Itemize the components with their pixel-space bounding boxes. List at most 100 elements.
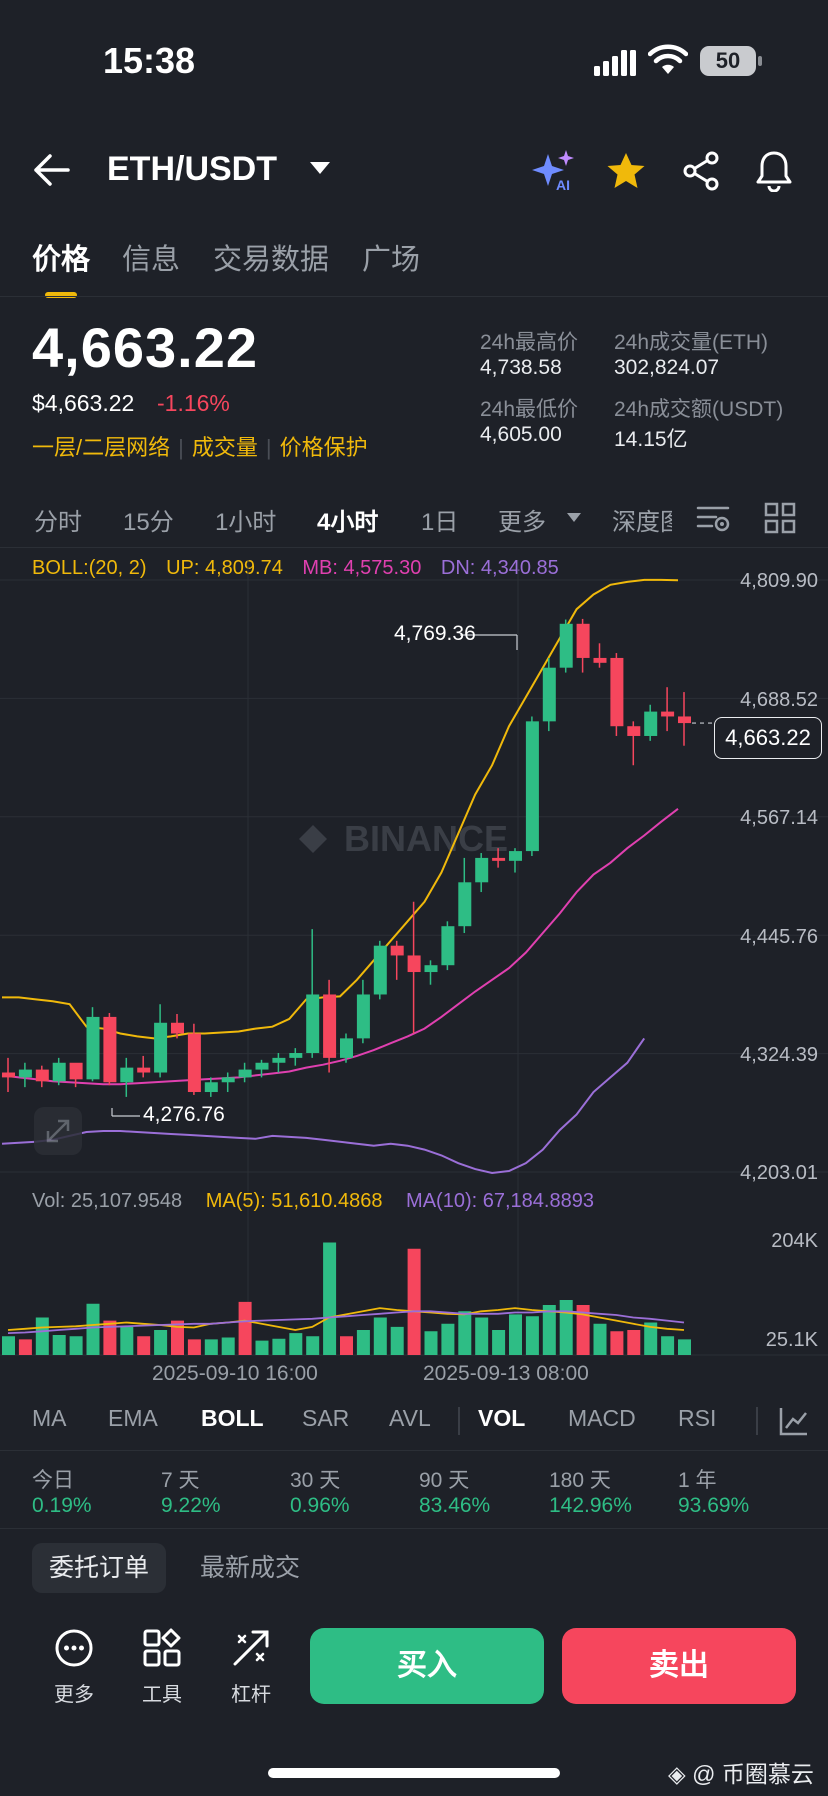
volume-eth-24h-label: 24h成交量(ETH) <box>614 331 769 354</box>
buy-button[interactable]: 买入 <box>310 1628 544 1704</box>
low-24h-value: 4,605.00 <box>480 423 562 446</box>
tab-square[interactable]: 广场 <box>362 244 421 276</box>
indicator-boll[interactable]: BOLL <box>201 1405 264 1431</box>
status-time: 15:38 <box>103 40 196 81</box>
boll-middle-line <box>1 808 679 1086</box>
cellular-signal-icon <box>594 50 636 76</box>
indicator-avl[interactable]: AVL <box>389 1405 431 1431</box>
candle-body <box>204 1082 218 1093</box>
tab-open-orders[interactable]: 委托订单 <box>32 1543 166 1593</box>
volume-bar <box>255 1340 269 1355</box>
indicator-ema[interactable]: EMA <box>108 1405 158 1431</box>
tag-volume[interactable]: 成交量 <box>191 435 258 460</box>
layout-grid-icon[interactable] <box>764 502 796 534</box>
candle-body <box>69 1062 83 1080</box>
candle-body <box>18 1069 32 1078</box>
interval-15m[interactable]: 15分 <box>123 509 174 536</box>
expand-chart-button[interactable] <box>34 1107 82 1155</box>
interval-1h[interactable]: 1小时 <box>215 509 277 536</box>
pair-title[interactable]: ETH/USDT <box>107 150 277 188</box>
volume-bar <box>306 1336 320 1355</box>
favorite-star-icon[interactable] <box>606 152 646 190</box>
candle-body <box>458 882 472 927</box>
volume-bar <box>678 1339 691 1355</box>
indicator-chart-icon[interactable] <box>778 1405 810 1437</box>
sell-button[interactable]: 卖出 <box>562 1628 796 1704</box>
indicator-macd[interactable]: MACD <box>568 1405 636 1431</box>
volume-y-label: 25.1K <box>765 1329 818 1351</box>
battery-tip <box>758 56 762 66</box>
volume-bar <box>576 1305 590 1355</box>
volume-ma5: MA(5): 51,610.4868 <box>205 1190 383 1212</box>
candle-body <box>238 1069 252 1078</box>
candle-body <box>373 945 387 995</box>
tools-label[interactable]: 工具 <box>142 1684 182 1706</box>
tag-price-protection[interactable]: 价格保护 <box>279 435 368 460</box>
volume-bar <box>272 1338 286 1355</box>
indicator-vol[interactable]: VOL <box>478 1405 526 1431</box>
leverage-label[interactable]: 杠杆 <box>231 1684 271 1706</box>
notification-bell-icon[interactable] <box>756 150 792 192</box>
tab-trading-data[interactable]: 交易数据 <box>213 244 330 276</box>
boll-lower-line <box>1 1037 646 1175</box>
volume-bar <box>18 1339 32 1355</box>
volume-bar <box>627 1330 641 1355</box>
battery-icon: 50 <box>700 46 756 76</box>
volume-bar <box>661 1336 675 1355</box>
indicator-divider-line <box>0 1450 828 1451</box>
candle-body <box>356 994 370 1039</box>
volume-bar <box>340 1336 353 1355</box>
candle-body <box>306 994 320 1054</box>
candlestick-chart[interactable]: BINANCE <box>0 560 828 1390</box>
interval-time-share[interactable]: 分时 <box>34 509 82 536</box>
more-label[interactable]: 更多 <box>54 1684 94 1706</box>
volume-bar <box>610 1331 624 1355</box>
y-tick-label: 4,445.76 <box>740 926 818 948</box>
interval-depth[interactable]: 深度图 <box>612 509 672 536</box>
y-tick-label: 4,203.01 <box>740 1162 818 1184</box>
tab-price[interactable]: 价格 <box>32 244 91 276</box>
volume-bar <box>2 1336 15 1355</box>
volume-ma10: MA(10): 67,184.8893 <box>406 1190 594 1212</box>
volume-ma5-line <box>7 1307 685 1331</box>
tools-icon[interactable] <box>142 1628 182 1668</box>
volume-bar <box>458 1311 472 1355</box>
more-icon[interactable] <box>54 1628 94 1668</box>
candle-body <box>340 1038 353 1058</box>
indicator-ma[interactable]: MA <box>32 1405 67 1431</box>
volume-bar <box>441 1323 455 1355</box>
leverage-icon[interactable] <box>231 1628 271 1668</box>
interval-more-caret-icon[interactable] <box>566 512 582 524</box>
candle-body <box>627 726 641 736</box>
perf-label: 30 天 <box>290 1469 341 1492</box>
usd-price: $4,663.22 <box>32 390 135 416</box>
y-tick-label: 4,809.90 <box>740 570 818 592</box>
interval-more[interactable]: 更多 <box>498 509 546 536</box>
volume-ma10-line <box>7 1310 685 1334</box>
volume-bar <box>69 1336 83 1355</box>
volume-eth-24h-value: 302,824.07 <box>614 356 720 379</box>
back-arrow-icon[interactable] <box>32 152 72 188</box>
interval-4h[interactable]: 4小时 <box>317 509 379 536</box>
boll-dn-value: DN: 4,340.85 <box>440 557 559 579</box>
y-tick-label: 4,324.39 <box>740 1044 818 1066</box>
indicator-rsi[interactable]: RSI <box>678 1405 717 1431</box>
indicator-sar[interactable]: SAR <box>302 1405 350 1431</box>
tag-layer-network[interactable]: 一层/二层网络 <box>32 435 171 460</box>
tab-info[interactable]: 信息 <box>122 244 181 276</box>
boll-mb-value: MB: 4,575.30 <box>302 557 422 579</box>
share-icon[interactable] <box>682 151 720 191</box>
home-indicator[interactable] <box>268 1768 560 1778</box>
volume-bar <box>390 1326 404 1355</box>
tag-separator: | <box>265 435 272 460</box>
ai-sparkle-icon[interactable]: AI <box>532 150 576 192</box>
tab-latest-trades[interactable]: 最新成交 <box>200 1554 301 1582</box>
chart-settings-icon[interactable] <box>696 502 730 534</box>
interval-1d[interactable]: 1日 <box>421 509 459 536</box>
volume-bar <box>542 1305 556 1355</box>
pair-dropdown-caret-icon[interactable] <box>308 160 332 176</box>
volume-bar <box>154 1330 168 1355</box>
volume-value: Vol: 25,107.9548 <box>32 1190 183 1212</box>
candle-body <box>644 711 658 736</box>
volume-bar <box>492 1330 506 1355</box>
